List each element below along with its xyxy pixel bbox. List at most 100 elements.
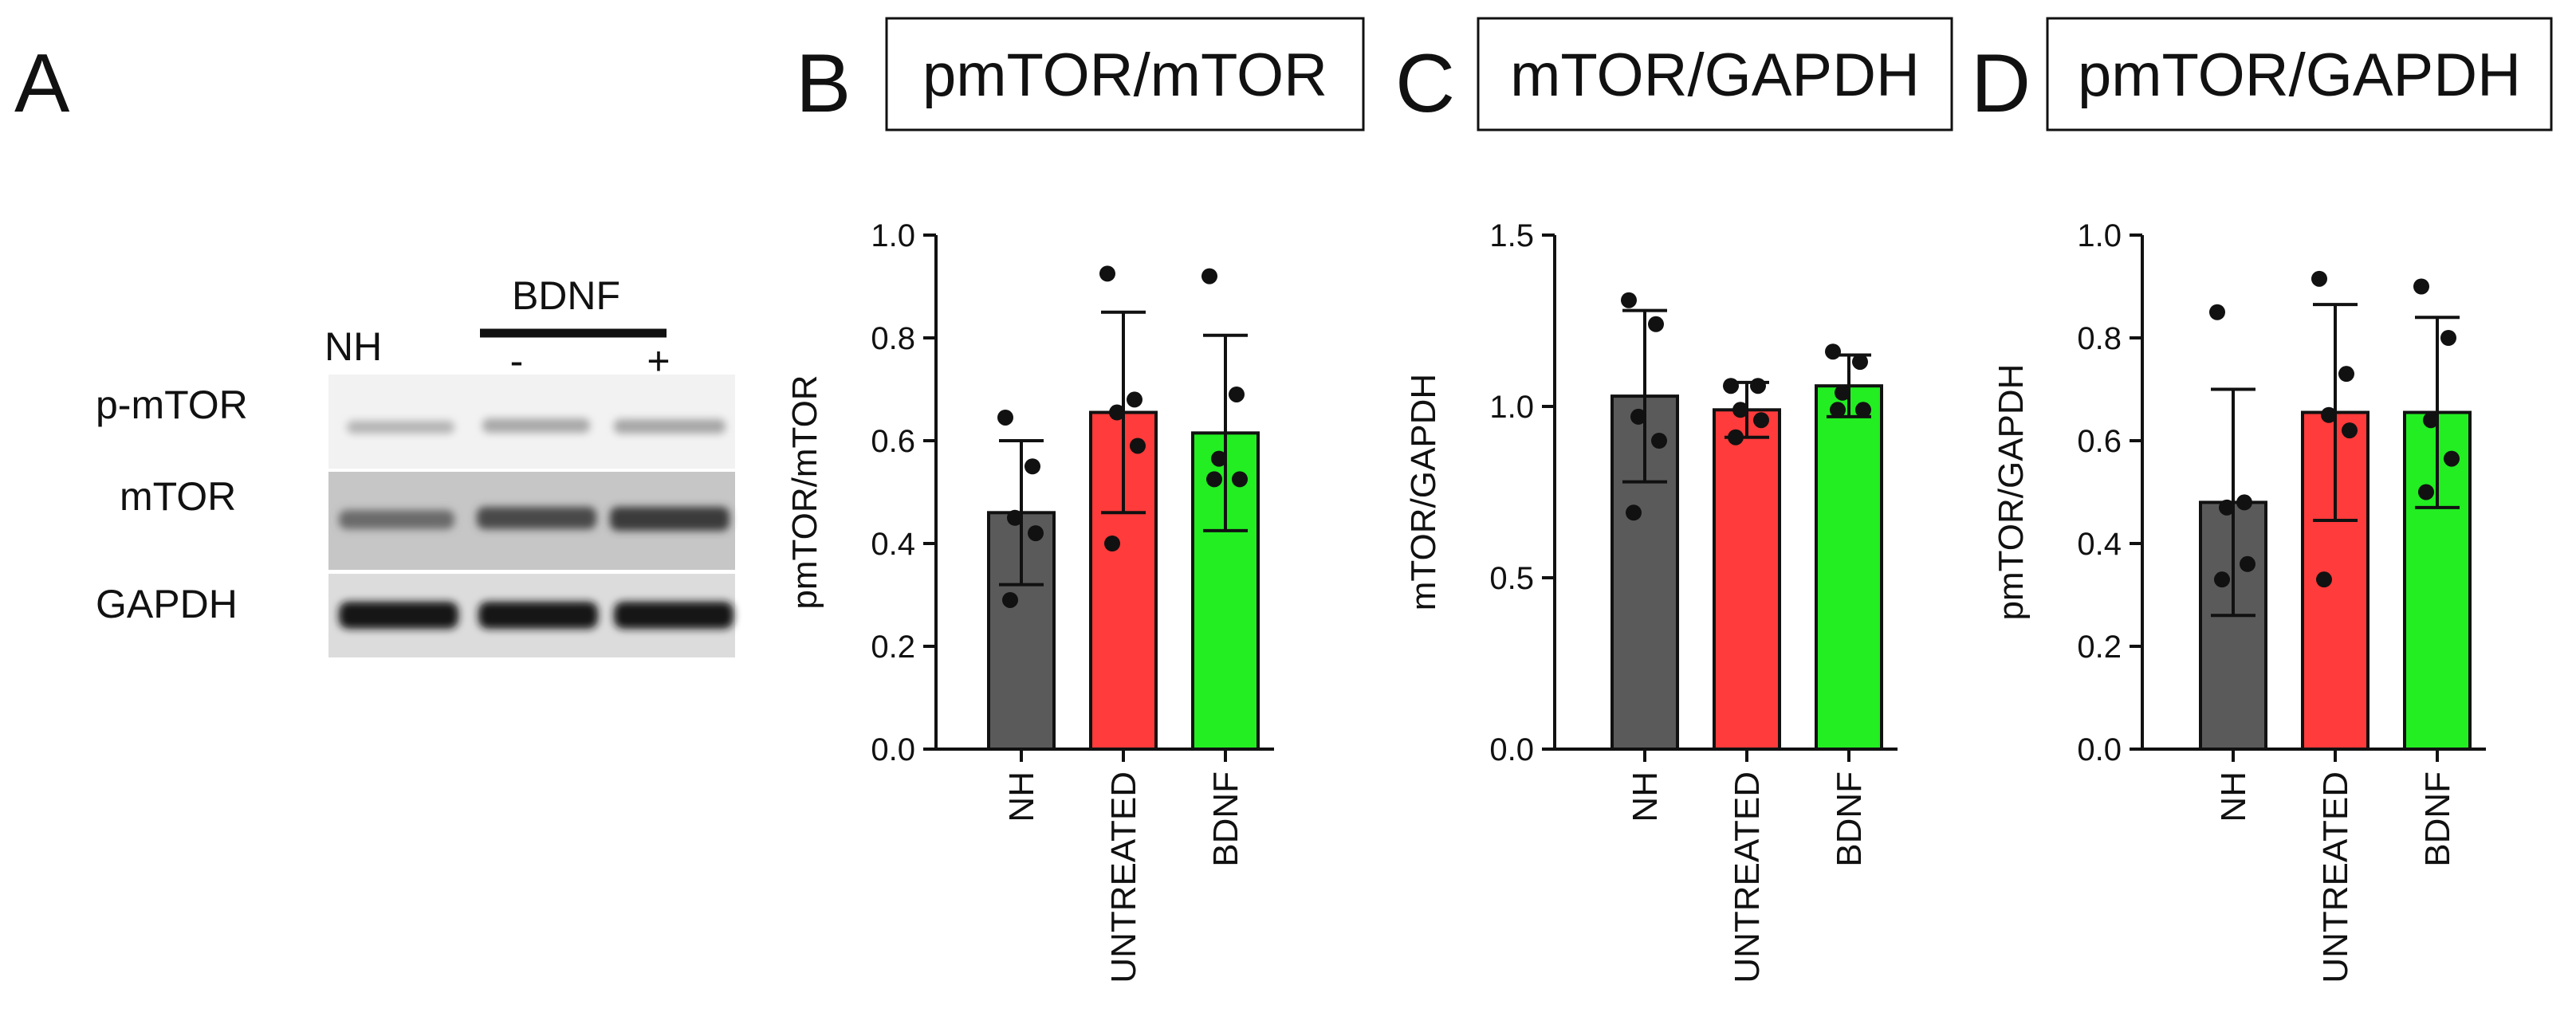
data-point xyxy=(1206,471,1222,488)
panel-a-letter: A xyxy=(14,37,70,130)
y-tick-label: 0.8 xyxy=(2077,321,2122,356)
data-point xyxy=(1002,591,1018,608)
data-point xyxy=(2214,571,2230,588)
data-point xyxy=(2342,422,2358,439)
data-point xyxy=(2236,494,2252,511)
y-tick-label: 1.5 xyxy=(1489,218,1534,253)
y-tick-label: 1.0 xyxy=(2077,218,2122,253)
data-point xyxy=(2440,330,2456,346)
y-tick-label: 0.4 xyxy=(871,527,915,562)
data-point xyxy=(997,409,1013,426)
data-point xyxy=(1830,402,1846,418)
band-mtor-nh xyxy=(339,510,454,529)
data-point xyxy=(2444,450,2460,467)
data-point xyxy=(1855,402,1871,418)
y-tick-label: 0.2 xyxy=(2077,630,2122,665)
panel-d-title: pmTOR/GAPDH xyxy=(2078,41,2521,109)
y-tick-label: 0.2 xyxy=(871,630,915,665)
data-point xyxy=(1232,471,1248,488)
data-point xyxy=(2311,270,2327,287)
category-label-untreated: UNTREATED xyxy=(1728,771,1767,983)
data-point xyxy=(1025,458,1040,475)
data-point xyxy=(1127,391,1142,408)
category-label-bdnf: BDNF xyxy=(1830,771,1869,867)
data-point xyxy=(1229,386,1245,402)
y-axis-label: pmTOR/GAPDH xyxy=(1992,364,2031,621)
panel-d-letter: D xyxy=(1971,37,2031,130)
category-label-bdnf: BDNF xyxy=(1206,771,1245,867)
band-gapdh-plus xyxy=(614,602,733,629)
row-label-mtor: mTOR xyxy=(120,474,236,519)
data-point xyxy=(1007,509,1023,526)
band-mtor-minus xyxy=(477,507,596,529)
panel-c-letter: C xyxy=(1395,37,1455,130)
data-point xyxy=(1750,378,1766,394)
chart-pmtor-gapdh: 0.0 0.2 0.4 0.6 0.8 1.0 pmTOR/GAPDH NH UNTREATED… xyxy=(1992,218,2486,983)
row-label-gapdh: GAPDH xyxy=(96,582,238,626)
panel-b-letter: B xyxy=(796,37,851,130)
data-point xyxy=(1130,438,1146,454)
y-tick-label: 0.0 xyxy=(2077,732,2122,767)
data-point xyxy=(2240,555,2255,572)
data-point xyxy=(1825,343,1841,360)
y-tick-label: 0.6 xyxy=(871,424,915,459)
western-blot: NH BDNF - + p-mTOR mTOR GAPDH xyxy=(96,273,735,657)
data-point xyxy=(1732,402,1748,418)
y-tick-label: 0.6 xyxy=(2077,424,2122,459)
y-tick-label: 0.0 xyxy=(871,732,915,767)
band-p-mtor-minus xyxy=(482,418,590,433)
row-label-p-mtor: p-mTOR xyxy=(96,383,248,427)
y-tick-label: 0.8 xyxy=(871,321,915,356)
data-point xyxy=(1852,354,1868,371)
data-point xyxy=(1201,268,1217,285)
y-tick-label: 0.5 xyxy=(1489,561,1534,596)
panel-b-title: pmTOR/mTOR xyxy=(922,41,1327,109)
data-point xyxy=(2338,366,2354,383)
panel-b-title-box: pmTOR/mTOR xyxy=(885,17,1365,131)
data-point xyxy=(1099,265,1115,282)
data-point xyxy=(1753,412,1769,429)
panel-c-title-box: mTOR/GAPDH xyxy=(1477,17,1953,131)
band-gapdh-minus xyxy=(478,602,598,629)
category-label-nh: NH xyxy=(2214,771,2253,822)
data-point xyxy=(2413,278,2429,295)
bar-bdnf xyxy=(1815,384,1883,751)
lane-label-nh: NH xyxy=(324,324,382,369)
data-point xyxy=(2316,571,2332,588)
lane-label-minus: - xyxy=(510,339,524,383)
data-point xyxy=(1621,292,1637,308)
data-point xyxy=(1109,404,1125,421)
y-tick-label: 1.0 xyxy=(871,218,915,253)
data-point xyxy=(1211,450,1227,467)
treatment-label: BDNF xyxy=(512,273,620,318)
category-label-bdnf: BDNF xyxy=(2418,771,2457,867)
category-label-nh: NH xyxy=(1002,771,1041,822)
data-point xyxy=(2423,412,2439,429)
panel-d-title-box: pmTOR/GAPDH xyxy=(2046,17,2553,131)
data-point xyxy=(2418,484,2434,500)
data-point xyxy=(1028,525,1044,542)
data-point xyxy=(1648,316,1664,332)
data-point xyxy=(2209,304,2225,320)
band-p-mtor-nh xyxy=(347,421,454,434)
y-axis-label: mTOR/GAPDH xyxy=(1404,374,1443,610)
category-label-nh: NH xyxy=(1626,771,1665,822)
panel-c-title: mTOR/GAPDH xyxy=(1510,41,1920,109)
data-point xyxy=(1626,504,1642,521)
data-point xyxy=(1723,378,1739,394)
data-point xyxy=(1651,433,1667,449)
data-point xyxy=(1630,408,1646,425)
y-tick-label: 0.4 xyxy=(2077,527,2122,562)
data-point xyxy=(1835,384,1850,401)
category-label-untreated: UNTREATED xyxy=(2316,771,2355,983)
chart-pmtor-mtor: 0.0 0.2 0.4 0.6 0.8 1.0 pmTOR/mTOR NH UNTREATED B… xyxy=(785,218,1274,983)
y-tick-label: 0.0 xyxy=(1489,732,1534,767)
bar-untreated xyxy=(1713,408,1781,751)
band-gapdh-nh xyxy=(339,602,458,629)
data-point xyxy=(1104,536,1120,551)
chart-mtor-gapdh: 0.0 0.5 1.0 1.5 mTOR/GAPDH NH UNTREATED BDNF xyxy=(1404,218,1898,983)
band-mtor-plus xyxy=(610,507,730,531)
category-label-untreated: UNTREATED xyxy=(1104,771,1143,983)
data-point xyxy=(2219,499,2235,516)
